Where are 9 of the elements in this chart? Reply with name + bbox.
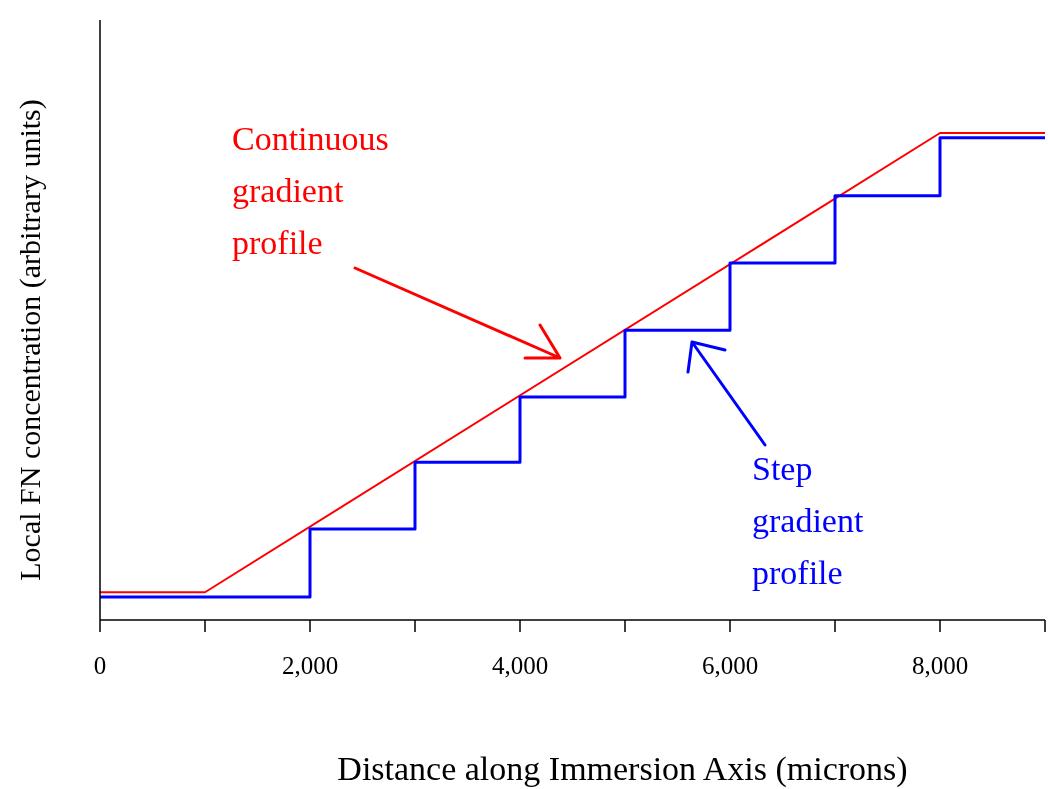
x-tick-label: 2,000 (281, 652, 339, 679)
x-tick-label: 4,000 (491, 652, 549, 679)
x-tick-label: 6,000 (701, 652, 759, 679)
text: Continuous gradient profile (232, 120, 389, 261)
x-axis-title: Distance along Immersion Axis (microns) (337, 750, 908, 788)
text: Step gradient profile (752, 450, 864, 591)
x-tick-label: 0 (93, 652, 107, 679)
y-axis-title: Local FN concentration (arbitrary units) (13, 99, 47, 581)
x-tick-label: 8,000 (911, 652, 969, 679)
